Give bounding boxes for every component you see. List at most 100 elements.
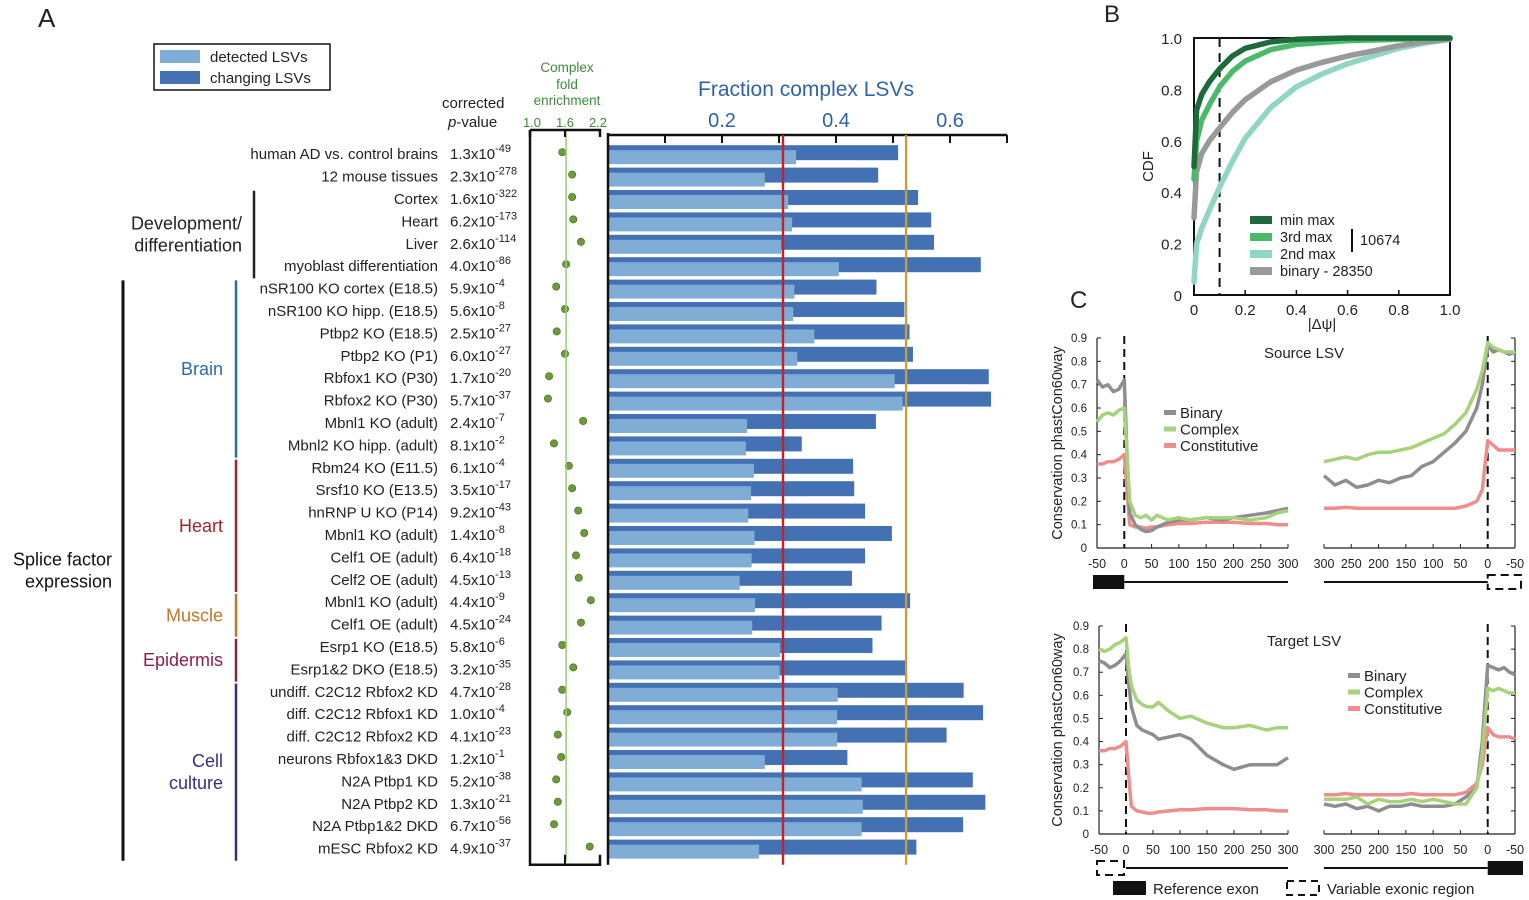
row-label: Heart — [401, 213, 439, 230]
pvalue-header-1: corrected — [442, 95, 505, 112]
conservation-legend-label: Constitutive — [1364, 701, 1442, 718]
p-value: 1.4x10-8 — [450, 524, 505, 544]
row-label: N2A Ptbp1&2 DKD — [312, 818, 438, 835]
p-value: 4.5x10-13 — [450, 569, 511, 589]
conservation-x-tick-label: 0 — [1484, 843, 1491, 857]
conservation-y-tick-label: 0.7 — [1071, 380, 1087, 392]
conservation-y-tick-label: 0.3 — [1073, 760, 1089, 772]
fold-enrichment-dot — [558, 148, 567, 157]
fold-enrichment-dot — [569, 663, 578, 672]
fold-enrichment-dot — [552, 775, 561, 784]
p-value: 9.2x10-43 — [450, 502, 511, 522]
subplot-title: Source LSV — [1264, 345, 1344, 362]
conservation-legend-label: Binary — [1180, 405, 1223, 422]
legend-label-changing: changing LSVs — [210, 70, 311, 87]
conservation-x-tick-label: 200 — [1223, 557, 1244, 571]
cdf-legend-swatch — [1250, 233, 1272, 241]
p-value: 6.2x10-173 — [450, 210, 517, 230]
p-value: 4.5x10-24 — [450, 614, 511, 634]
footer-reference-exon-swatch — [1113, 881, 1146, 895]
bar-chart-title: Fraction complex LSVs — [698, 78, 914, 101]
conservation-x-tick-label: -50 — [1506, 557, 1524, 571]
row-label: hnRNP U KO (P14) — [308, 505, 438, 522]
bar-detected — [608, 172, 765, 187]
p-value: 1.2x10-1 — [450, 748, 505, 768]
fold-enrichment-dot — [557, 753, 566, 762]
conservation-y-tick-label: 0.2 — [1071, 496, 1087, 508]
bar-detected — [608, 239, 782, 254]
row-label: Ptbp2 KO (P1) — [340, 348, 438, 365]
bar-detected — [608, 262, 839, 277]
fold-enrichment-dot — [552, 327, 561, 336]
conservation-x-tick-label: 100 — [1423, 557, 1444, 571]
fold-enrichment-dot — [572, 551, 581, 560]
conservation-x-tick-label: -50 — [1090, 843, 1108, 857]
variable-exon-block — [1486, 574, 1522, 590]
reference-exon-block — [1487, 861, 1523, 875]
fold-enrichment-dot — [576, 237, 585, 246]
conservation-x-tick-label: 150 — [1395, 557, 1416, 571]
p-value: 5.2x10-38 — [450, 770, 511, 790]
group-label: Splice factor — [13, 550, 112, 570]
group-label: differentiation — [134, 236, 242, 256]
bar-detected — [608, 419, 748, 433]
fold-enrichment-dot — [561, 349, 570, 358]
row-label: Rbm24 KO (E11.5) — [312, 460, 438, 477]
panel-c: 0 0.1 0.2 0.3 0.4 0.5 0.6 0.7 0.8 0.9 Conservation… — [1050, 333, 1524, 898]
conservation-x-tick-label: 300 — [1314, 843, 1335, 857]
conservation-y-tick-label: 0.8 — [1071, 356, 1087, 368]
p-value: 4.4x10-9 — [450, 591, 505, 611]
row-label: Celf1 OE (adult) — [330, 617, 438, 634]
subplot-title: Target LSV — [1267, 633, 1341, 650]
conservation-x-tick-label: 0 — [1121, 557, 1128, 571]
row-label: myoblast differentiation — [284, 258, 438, 275]
conservation-x-tick-label: 150 — [1196, 557, 1217, 571]
bar-detected — [608, 396, 903, 411]
fold-header-3: enrichment — [534, 93, 601, 108]
row-label: diff. C2C12 Rbfox2 KD — [287, 729, 439, 746]
cdf-legend-label: 2nd max — [1280, 247, 1336, 263]
p-value: 2.5x10-27 — [450, 322, 511, 342]
p-value: 2.6x10-114 — [450, 233, 516, 253]
row-label: Liver — [405, 236, 438, 253]
conservation-y-tick-label: 0 — [1083, 829, 1089, 841]
legend-label-detected: detected LSVs — [210, 49, 308, 66]
conservation-y-tick-label: 0.6 — [1073, 690, 1089, 702]
cdf-y-tick-label: 0.6 — [1161, 134, 1182, 151]
conservation-x-tick-label: 50 — [1453, 843, 1467, 857]
fold-enrichment-dot — [561, 304, 570, 313]
conservation-y-tick-label: 0.5 — [1071, 426, 1087, 438]
cdf-x-tick-label: 0.6 — [1337, 302, 1358, 319]
p-value: 4.9x10-37 — [450, 838, 511, 858]
conservation-x-tick-label: 50 — [1453, 557, 1467, 571]
row-label: Ptbp2 KO (E18.5) — [320, 325, 438, 342]
conservation-x-tick-label: -50 — [1506, 843, 1524, 857]
bar-detected — [608, 217, 793, 232]
conservation-legend-label: Binary — [1364, 668, 1407, 685]
row-label: neurons Rbfox1&3 DKD — [278, 751, 438, 768]
conservation-x-tick-label: 50 — [1145, 557, 1159, 571]
bar-detected — [608, 643, 781, 657]
row-label: Esrp1 KO (E18.5) — [320, 639, 438, 656]
panel-label-a: A — [38, 3, 56, 33]
pvalue-header-2: p-value — [447, 114, 497, 131]
fold-enrichment-dot — [569, 215, 578, 224]
cdf-legend-bracket-label: 10674 — [1360, 233, 1400, 249]
fold-enrichment-dot — [563, 708, 572, 717]
conservation-line-binary — [1322, 343, 1516, 490]
row-label: Esrp1&2 DKO (E18.5) — [290, 661, 438, 678]
bar-detected — [608, 307, 794, 321]
p-value: 4.1x10-23 — [450, 726, 511, 746]
bar-detected — [608, 329, 815, 344]
bar-detected — [608, 441, 746, 456]
cdf-legend-label: binary - 28350 — [1280, 264, 1373, 280]
fold-enrichment-dot — [568, 170, 577, 179]
variable-exon-block — [1096, 860, 1125, 876]
p-value: 6.1x10-4 — [450, 457, 505, 477]
fold-tick-label: 1.6 — [556, 115, 574, 130]
cdf-legend-label: min max — [1280, 213, 1336, 229]
conservation-line-constitutive — [1324, 725, 1516, 797]
conservation-legend-label: Complex — [1364, 685, 1424, 702]
fold-header-1: Complex — [540, 60, 594, 75]
